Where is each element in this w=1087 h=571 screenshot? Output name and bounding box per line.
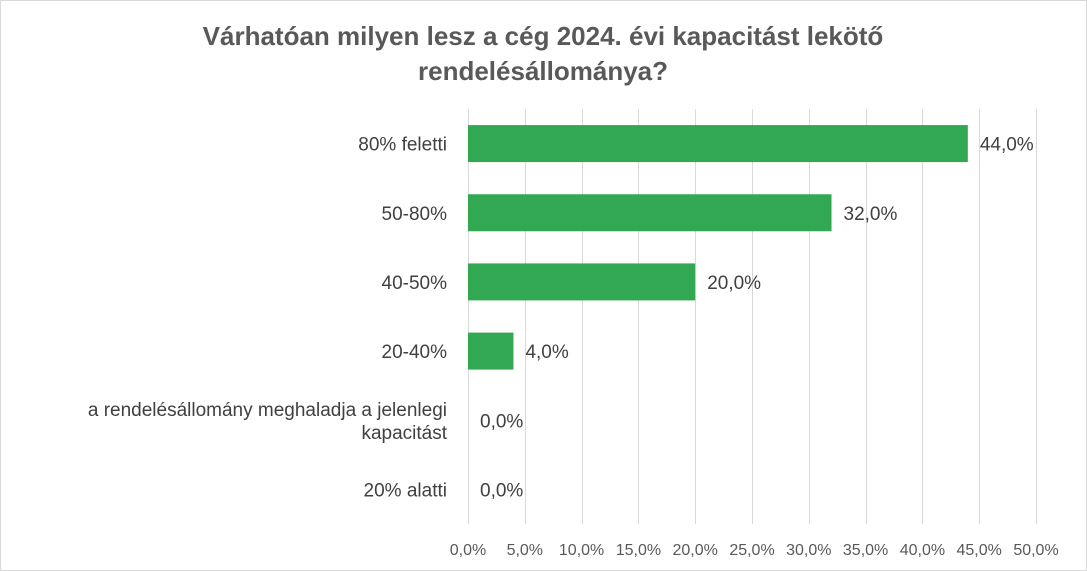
data-label: 20,0% (707, 273, 761, 294)
x-axis-tick-labels: 0,0% 5,0% 10,0% 15,0% 20,0% 25,0% 30,0% 35,0% 40… (450, 542, 1059, 559)
x-tick-label: 5,0% (507, 542, 543, 559)
category-label: 50-80% (382, 204, 448, 225)
data-label: 0,0% (480, 411, 523, 432)
bar (468, 263, 696, 301)
category-label: 80% feletti (358, 135, 447, 156)
data-label: 0,0% (480, 480, 523, 501)
data-label: 44,0% (980, 135, 1034, 156)
chart-title-line-1: Várhatóan milyen lesz a cég 2024. évi ka… (203, 21, 884, 51)
chart-title-line-2: rendelésállománya? (418, 56, 668, 86)
x-tick-label: 40,0% (900, 542, 945, 559)
x-tick-label: 35,0% (843, 542, 888, 559)
category-labels: 80% feletti 50-80% 40-50% 20-40% a rendelésá… (88, 135, 448, 502)
x-tick-label: 20,0% (673, 542, 718, 559)
x-tick-label: 15,0% (616, 542, 661, 559)
category-label: 40-50% (382, 273, 448, 294)
data-label: 32,0% (844, 204, 898, 225)
data-label: 4,0% (525, 342, 568, 363)
gridlines (468, 109, 1037, 524)
x-tick-label: 25,0% (729, 542, 774, 559)
bars (468, 125, 968, 370)
category-label: 20% alatti (364, 480, 447, 501)
bar (468, 194, 832, 232)
x-tick-label: 0,0% (450, 542, 486, 559)
x-tick-label: 10,0% (559, 542, 604, 559)
category-label: a rendelésállomány meghaladja a jelenleg… (88, 400, 447, 421)
bar (468, 332, 514, 370)
value-labels: 44,0% 32,0% 20,0% 4,0% 0,0% 0,0% (480, 135, 1034, 502)
x-tick-label: 50,0% (1013, 542, 1058, 559)
x-tick-label: 30,0% (786, 542, 831, 559)
bar (468, 125, 968, 163)
category-label: kapacitást (361, 423, 447, 444)
x-tick-label: 45,0% (957, 542, 1002, 559)
category-label: 20-40% (382, 342, 448, 363)
